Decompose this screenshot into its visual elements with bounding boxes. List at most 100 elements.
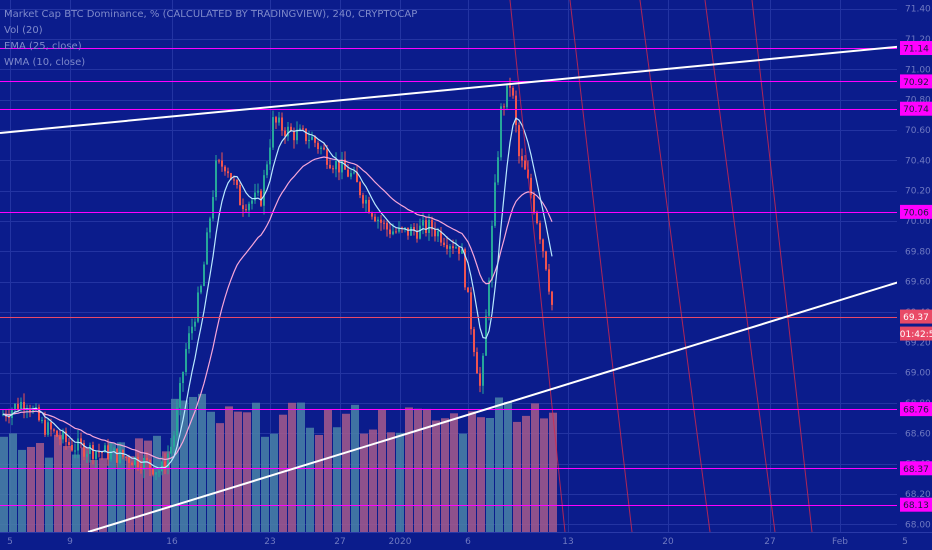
candle-body	[44, 420, 46, 435]
candle-body	[389, 229, 391, 235]
volume-bar	[225, 406, 233, 532]
candle-body	[92, 445, 94, 459]
candle-body	[299, 128, 301, 130]
candle-body	[296, 129, 298, 141]
candle-body	[473, 329, 475, 353]
candle-body	[266, 164, 268, 176]
candle-body	[263, 175, 265, 206]
candle-body	[515, 95, 517, 126]
lower-trend-line	[87, 280, 901, 533]
level-price-box	[900, 41, 932, 56]
volume-bar	[549, 412, 557, 532]
candle-body	[128, 457, 130, 463]
time-tick-label: 27	[334, 537, 345, 547]
fib-line	[569, 0, 633, 533]
candle-body	[437, 231, 439, 237]
fib-line	[704, 0, 776, 533]
candle-body	[506, 85, 508, 108]
candle-body	[500, 106, 502, 158]
candle-body	[425, 220, 427, 234]
candle-body	[446, 245, 448, 249]
candle-body	[338, 160, 340, 173]
candle-body	[68, 442, 70, 446]
candle-body	[407, 227, 409, 236]
level-price-label: 68.76	[903, 406, 929, 416]
candle-body	[458, 247, 460, 254]
candle-body	[191, 326, 193, 334]
candle-body	[161, 461, 163, 472]
candle-body	[347, 169, 349, 177]
candle-body	[32, 408, 34, 413]
wma-line	[2, 117, 553, 469]
candle-body	[434, 229, 436, 237]
candle-body	[521, 156, 523, 161]
volume-bar	[459, 433, 467, 532]
volume-bar	[90, 460, 98, 532]
volume-bar	[117, 442, 125, 532]
level-price-box	[900, 309, 932, 324]
price-tick-label: 69.20	[905, 338, 931, 348]
volume-bar	[432, 420, 440, 532]
volume-bar	[234, 411, 242, 532]
candle-body	[98, 451, 100, 453]
candle-body	[248, 203, 250, 211]
level-price-label: 68.13	[903, 501, 929, 511]
volume-bar	[531, 403, 539, 532]
candle-body	[221, 160, 223, 167]
fib-line	[639, 0, 711, 533]
time-axis: 5 9 16 23 27 2020 6 13 20 27 Feb 5	[0, 532, 932, 550]
level-price-box	[900, 101, 932, 116]
volume-bar	[261, 436, 269, 532]
time-tick-label: 9	[67, 537, 73, 547]
volume-bar	[396, 432, 404, 532]
fib-line	[751, 0, 813, 533]
indicator-wma-label: WMA (10, close)	[4, 57, 86, 68]
price-tick-label: 70.80	[905, 96, 931, 106]
level-price-label: 70.74	[903, 105, 929, 115]
candle-body	[311, 136, 313, 140]
volume-bar	[72, 454, 80, 532]
price-axis: 71.40 71.20 71.00 70.80 70.60 70.40 70.20 70.00…	[897, 0, 932, 532]
price-tick-label: 71.40	[905, 5, 931, 15]
volume-bar	[63, 446, 71, 532]
candle-body	[293, 130, 295, 141]
volume-bar	[369, 429, 377, 532]
volume-bar	[387, 432, 395, 532]
price-tick-label: 70.00	[905, 217, 931, 227]
time-tick-label: 5	[902, 537, 908, 547]
candle-body	[314, 136, 316, 143]
candle-body	[449, 246, 451, 249]
candle-body	[302, 128, 304, 130]
candle-body	[101, 451, 103, 453]
volume-bar	[162, 451, 170, 532]
candle-body	[20, 401, 22, 410]
volume-bar	[216, 423, 224, 532]
price-tick-label: 71.20	[905, 35, 931, 45]
candle-body	[281, 117, 283, 131]
candle-body	[524, 160, 526, 170]
candle-body	[95, 451, 97, 459]
volume-bar	[540, 418, 548, 532]
candle-body	[341, 159, 343, 173]
level-price-box	[900, 461, 932, 476]
candle-body	[317, 142, 319, 149]
price-tick-label: 68.60	[905, 429, 931, 439]
volume-bar	[495, 397, 503, 532]
candle-body	[503, 106, 505, 108]
candle-body	[443, 242, 445, 246]
candle-body	[482, 355, 484, 386]
candle-body	[224, 166, 226, 172]
candle-body	[485, 315, 487, 356]
fib-time-lines	[509, 0, 813, 533]
candle-body	[350, 173, 352, 177]
candle-body	[197, 292, 199, 322]
candle-body	[23, 401, 25, 410]
candle-body	[104, 445, 106, 453]
volume-bar	[477, 417, 485, 532]
candle-body	[158, 471, 160, 473]
candle-body	[416, 230, 418, 239]
volume-bar	[342, 413, 350, 532]
candle-body	[89, 445, 91, 454]
